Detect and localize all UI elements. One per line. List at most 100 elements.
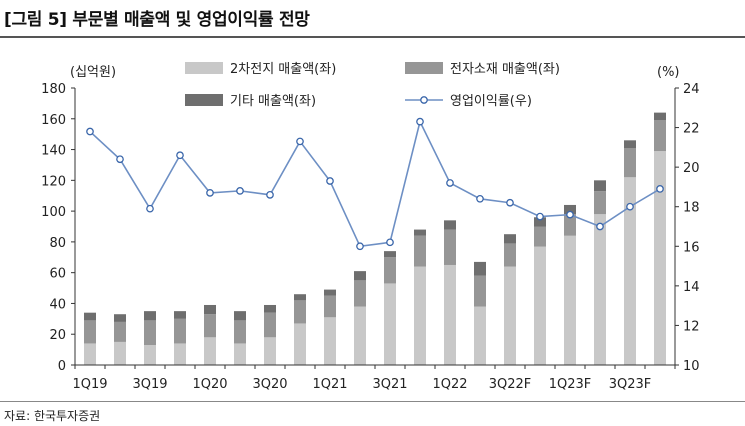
margin-point-3Q22F — [506, 198, 514, 207]
margin-line — [89, 119, 661, 248]
x-tick-label: 1Q23F — [549, 377, 592, 392]
source-note: 자료: 한국투자증권 — [4, 409, 101, 423]
margin-point-3Q21 — [386, 238, 394, 247]
bar-3Q22F-s2 — [504, 234, 516, 244]
bar-3Q21-s0 — [384, 283, 396, 365]
margin-point-4Q21 — [416, 117, 424, 126]
bar-3Q22F-s0 — [504, 266, 516, 365]
margin-point-4Q20 — [296, 137, 304, 146]
bar-1Q19-s1 — [84, 320, 96, 344]
bar-3Q19-s0 — [144, 344, 156, 365]
bar-2Q21-s1 — [354, 280, 366, 307]
left-tick-label: 160 — [41, 113, 66, 128]
x-tick-label: 1Q22 — [432, 377, 467, 392]
x-tick-label: 3Q21 — [372, 377, 407, 392]
legend-swatch-2 — [185, 94, 223, 106]
bar-1Q23F-s1 — [564, 214, 576, 236]
bar-3Q21-s2 — [384, 251, 396, 258]
legend-label-3: 영업이익률(우) — [450, 94, 532, 109]
tick-layer: 0 20 40 60 80 100 120 140 160 180 10 12 14 16 18 20 22 24… — [41, 65, 699, 392]
bar-2Q20-s1 — [234, 320, 246, 344]
right-tick-label: 12 — [683, 319, 700, 334]
margin-point-1Q19 — [86, 127, 94, 136]
bar-4Q23F-s2 — [654, 112, 666, 121]
bar-2Q19-s2 — [114, 314, 126, 322]
bar-4Q19-s1 — [174, 318, 186, 344]
bar-3Q23F-s2 — [624, 140, 636, 149]
bar-1Q22-s2 — [444, 220, 456, 230]
x-tick-label: 3Q19 — [132, 377, 167, 392]
bar-4Q23F-s0 — [654, 151, 666, 365]
bar-3Q22F-s1 — [504, 243, 516, 267]
left-tick-label: 40 — [49, 297, 66, 312]
bar-1Q20-s2 — [204, 304, 216, 315]
bar-1Q21-s0 — [324, 317, 336, 365]
left-axis-unit: (십억원) — [70, 65, 116, 80]
x-tick-label: 1Q21 — [312, 377, 347, 392]
margin-point-3Q19 — [146, 204, 154, 213]
margin-point-2Q20 — [236, 187, 244, 195]
left-tick-label: 80 — [49, 236, 66, 251]
bar-2Q22-s0 — [474, 306, 486, 365]
axes-layer — [71, 87, 679, 369]
margin-point-1Q21 — [326, 177, 334, 185]
page-title: [그림 5] 부문별 매출액 및 영업이익률 전망 — [4, 10, 310, 30]
bar-2Q22-s2 — [474, 261, 486, 276]
margin-point-2Q23F — [596, 222, 604, 231]
bar-4Q21-s2 — [414, 229, 426, 236]
bar-3Q19-s1 — [144, 320, 156, 345]
bar-1Q23F-s2 — [564, 204, 576, 215]
bar-1Q20-s0 — [204, 337, 216, 365]
x-tick-label: 1Q20 — [192, 377, 227, 392]
bar-2Q21-s0 — [354, 306, 366, 365]
bar-3Q19-s2 — [144, 311, 156, 321]
left-tick-label: 140 — [41, 144, 66, 159]
right-tick-label: 18 — [683, 201, 700, 216]
right-tick-label: 16 — [683, 240, 700, 255]
legend-swatch-marker — [420, 96, 428, 104]
bar-2Q21-s2 — [354, 271, 366, 281]
margin-point-4Q22F — [536, 212, 544, 221]
left-tick-label: 60 — [49, 267, 66, 282]
bar-2Q23F-s1 — [594, 191, 606, 215]
bar-1Q22-s0 — [444, 264, 456, 365]
bar-4Q20-s1 — [294, 300, 306, 324]
bar-2Q23F-s2 — [594, 180, 606, 192]
bar-2Q22-s1 — [474, 275, 486, 307]
legend-label-0: 2차전지 매출액(좌) — [230, 62, 336, 77]
bar-2Q23F-s0 — [594, 214, 606, 365]
bar-1Q21-s2 — [324, 289, 336, 296]
margin-point-2Q19 — [116, 155, 124, 164]
right-tick-label: 10 — [683, 359, 700, 374]
right-tick-label: 24 — [683, 82, 700, 97]
left-tick-label: 100 — [41, 205, 66, 220]
bar-3Q21-s1 — [384, 257, 396, 284]
left-tick-label: 120 — [41, 174, 66, 189]
bar-4Q20-s0 — [294, 323, 306, 365]
bar-4Q22F-s2 — [534, 217, 546, 227]
bar-2Q20-s0 — [234, 343, 246, 365]
bar-3Q23F-s1 — [624, 148, 636, 178]
right-tick-label: 14 — [683, 280, 700, 295]
margin-point-4Q23F — [656, 185, 664, 193]
bar-3Q23F-s0 — [624, 177, 636, 365]
right-tick-label: 20 — [683, 161, 700, 176]
legend: 2차전지 매출액(좌) 전자소재 매출액(좌) 기타 매출액(좌) 영업이익률(우) — [185, 62, 560, 109]
margin-point-3Q23F — [626, 202, 634, 211]
bar-4Q21-s0 — [414, 266, 426, 365]
left-tick-label: 180 — [41, 82, 66, 97]
right-tick-label: 22 — [683, 122, 700, 137]
legend-swatch-0 — [185, 62, 223, 74]
left-tick-label: 20 — [49, 328, 66, 343]
legend-swatch-1 — [405, 62, 443, 74]
x-tick-label: 3Q23F — [609, 377, 652, 392]
legend-label-2: 기타 매출액(좌) — [230, 94, 316, 109]
bar-4Q21-s1 — [414, 235, 426, 267]
x-tick-label: 3Q22F — [489, 377, 532, 392]
bar-1Q20-s1 — [204, 314, 216, 338]
bar-1Q21-s1 — [324, 295, 336, 318]
line-layer — [86, 117, 664, 251]
bar-2Q19-s1 — [114, 321, 126, 342]
bar-3Q20-s0 — [264, 337, 276, 365]
